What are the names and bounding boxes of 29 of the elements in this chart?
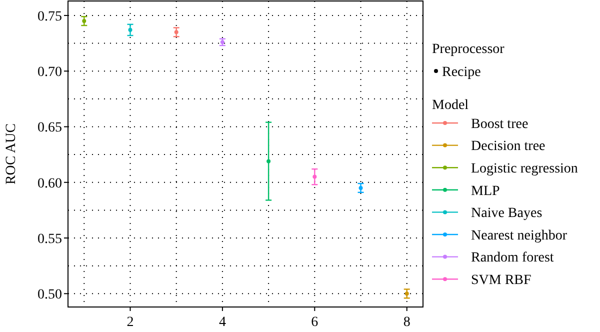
y-tick-label: 0.60: [38, 176, 62, 192]
y-tick-label: 0.65: [38, 120, 62, 136]
x-tick-label: 6: [311, 315, 318, 330]
legend-label: Boost tree: [471, 116, 528, 132]
legend-label: Decision tree: [471, 139, 546, 154]
legend-label: Naive Bayes: [471, 206, 542, 222]
point: [312, 174, 317, 179]
y-tick-label: 0.70: [38, 65, 62, 80]
y-tick-label: 0.50: [38, 288, 62, 303]
point: [266, 159, 271, 164]
legend-label: Logistic regression: [471, 162, 578, 176]
y-tick-label: 0.55: [38, 232, 62, 247]
x-tick-label: 8: [403, 315, 410, 330]
x-tick-label: 4: [218, 315, 226, 330]
legend-title: Model: [432, 98, 469, 113]
point: [358, 186, 363, 190]
text: Recipe: [442, 65, 481, 80]
y-tick-label: 0.75: [38, 9, 62, 24]
point: [128, 28, 132, 32]
point: [404, 292, 409, 296]
y-axis-title: ROC AUC: [4, 123, 19, 185]
x-tick-label: 2: [126, 315, 134, 330]
legend-label: MLP: [471, 184, 500, 199]
legend-label: SVM RBF: [471, 273, 532, 288]
point: [174, 30, 178, 34]
legend-label: Random forest: [471, 250, 554, 266]
legend-label: Nearest neighbor: [471, 228, 568, 244]
text: Preprocessor: [432, 42, 505, 57]
point: [82, 19, 86, 24]
